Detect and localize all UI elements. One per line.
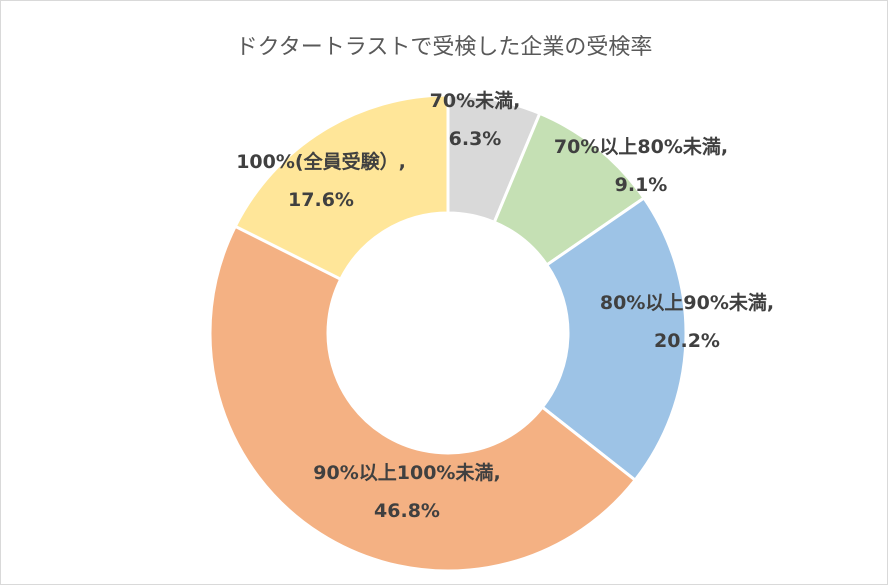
- slice-label-category: 80%以上90%未満,: [600, 291, 774, 314]
- slice-label-value: 6.3%: [449, 128, 502, 150]
- slice-label: 80%以上90%未満, 20.2%: [600, 291, 774, 352]
- slice-label-category: 100%(全員受験）,: [236, 150, 406, 173]
- slice-label-value: 20.2%: [654, 330, 720, 352]
- slice-label-category: 70%以上80%未満,: [554, 135, 728, 158]
- donut-slice: [208, 224, 638, 573]
- slice-label-value: 9.1%: [615, 174, 668, 196]
- slice-label-value: 17.6%: [288, 189, 354, 211]
- slice-label: 100%(全員受験）, 17.6%: [236, 150, 406, 211]
- slice-label-category: 90%以上100%未満,: [313, 461, 500, 484]
- slice-label: 90%以上100%未満, 46.8%: [313, 461, 500, 522]
- slice-label: 70%未満, 6.3%: [430, 89, 521, 150]
- slice-label-category: 70%未満,: [430, 89, 521, 112]
- donut-slice: [540, 195, 688, 483]
- chart-title: ドクタートラストで受検した企業の受検率: [235, 35, 653, 60]
- donut-slice: [233, 93, 450, 282]
- slice-label: 70%以上80%未満, 9.1%: [554, 135, 728, 196]
- slice-label-value: 46.8%: [374, 500, 440, 522]
